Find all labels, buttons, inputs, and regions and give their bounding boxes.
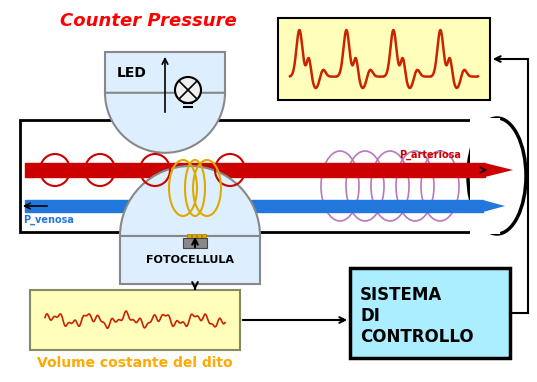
Bar (350, 268, 510, 358)
Bar (197, 234, 201, 240)
Text: P_arteriosa: P_arteriosa (399, 150, 461, 160)
Text: Counter Pressure: Counter Pressure (60, 12, 236, 30)
Bar (183, 238, 207, 248)
Bar (470, 118, 500, 234)
Text: Volume costante del dito: Volume costante del dito (37, 356, 233, 370)
Bar (120, 236, 260, 284)
Wedge shape (120, 166, 260, 236)
Text: FOTOCELLULA: FOTOCELLULA (146, 255, 234, 265)
Text: LED: LED (117, 66, 147, 80)
Ellipse shape (468, 118, 526, 234)
Circle shape (175, 77, 201, 103)
Wedge shape (105, 93, 225, 153)
Bar (192, 234, 196, 240)
Bar (278, 18, 490, 100)
Polygon shape (483, 200, 505, 212)
Text: SISTEMA
DI
CONTROLLO: SISTEMA DI CONTROLLO (360, 286, 474, 346)
Bar (155, 52, 175, 100)
Polygon shape (485, 163, 513, 177)
Bar (202, 234, 206, 240)
Bar (30, 290, 240, 350)
Text: P_venosa: P_venosa (23, 215, 74, 225)
Bar (187, 234, 191, 240)
Bar (105, 52, 225, 93)
Bar (20, 120, 475, 232)
